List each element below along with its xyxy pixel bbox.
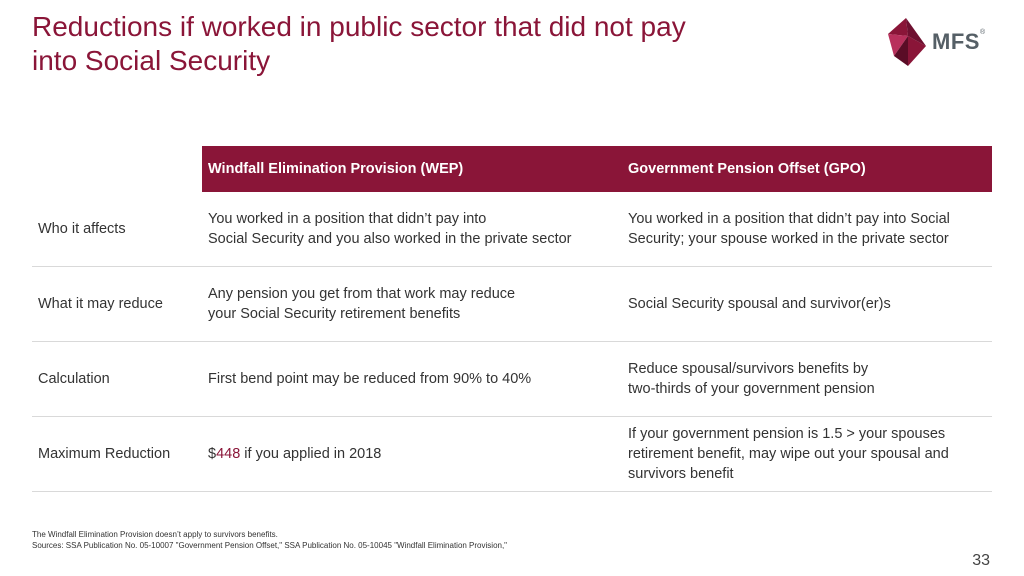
row-label: Calculation	[32, 341, 202, 417]
logo-text: MFS	[932, 29, 980, 54]
cell-line: First bend point may be reduced from 90%…	[208, 371, 532, 387]
gpo-cell: Reduce spousal/survivors benefits by two…	[622, 341, 992, 417]
row-label: Who it affects	[32, 192, 202, 267]
gpo-cell: Social Security spousal and survivor(er)…	[622, 266, 992, 342]
cell-line: Reduce spousal/survivors benefits by	[628, 361, 869, 377]
footnote: The Windfall Elimination Provision doesn…	[32, 530, 278, 539]
max-reduction-amount: 448	[216, 446, 241, 462]
wep-cell: You worked in a position that didn’t pay…	[202, 192, 622, 267]
header-wep: Windfall Elimination Provision (WEP)	[202, 146, 622, 192]
slide-title: Reductions if worked in public sector th…	[32, 11, 686, 76]
footnote-sources: Sources: SSA Publication No. 05-10007 "G…	[32, 541, 508, 550]
row-label: What it may reduce	[32, 266, 202, 342]
cell-line: Social Security and you also worked in t…	[208, 231, 572, 247]
table-row: Calculation First bend point may be redu…	[32, 341, 992, 417]
cell-line: Security; your spouse worked in the priv…	[628, 231, 949, 247]
wep-cell: Any pension you get from that work may r…	[202, 266, 622, 342]
header-gpo: Government Pension Offset (GPO)	[622, 146, 992, 192]
table-row: Who it affects You worked in a position …	[32, 192, 992, 267]
gpo-cell: If your government pension is 1.5 > your…	[622, 416, 992, 492]
table-header-row: Windfall Elimination Provision (WEP) Gov…	[32, 146, 992, 192]
currency-symbol: $	[208, 446, 217, 462]
comparison-table: Windfall Elimination Provision (WEP) Gov…	[32, 146, 992, 492]
logo-registered-mark: ®	[979, 29, 986, 36]
table-row: Maximum Reduction $448 if you applied in…	[32, 416, 992, 492]
cell-line: You worked in a position that didn’t pay…	[628, 211, 950, 227]
cell-line: two-thirds of your government pension	[628, 381, 875, 397]
cell-line: If your government pension is 1.5 > your…	[628, 426, 946, 442]
cell-line: You worked in a position that didn’t pay…	[208, 211, 487, 227]
cell-line: Any pension you get from that work may r…	[208, 286, 516, 302]
gpo-cell: You worked in a position that didn’t pay…	[622, 192, 992, 267]
footnotes: The Windfall Elimination Provision doesn…	[32, 529, 507, 551]
cell-line: your Social Security retirement benefits	[208, 306, 461, 322]
table-row: What it may reduce Any pension you get f…	[32, 266, 992, 342]
cell-line: retirement benefit, may wipe out your sp…	[628, 446, 949, 462]
row-label: Maximum Reduction	[32, 416, 202, 492]
wep-cell: First bend point may be reduced from 90%…	[202, 341, 622, 417]
wep-cell: $448 if you applied in 2018	[202, 416, 622, 492]
mfs-logo-icon	[888, 18, 926, 66]
header-blank	[32, 146, 202, 192]
cell-line: survivors benefit	[628, 466, 734, 482]
cell-line: Social Security spousal and survivor(er)…	[628, 296, 891, 312]
cell-text: if you applied in 2018	[240, 446, 382, 462]
page-number: 33	[972, 552, 990, 569]
mfs-logo: MFS®	[884, 16, 1004, 68]
